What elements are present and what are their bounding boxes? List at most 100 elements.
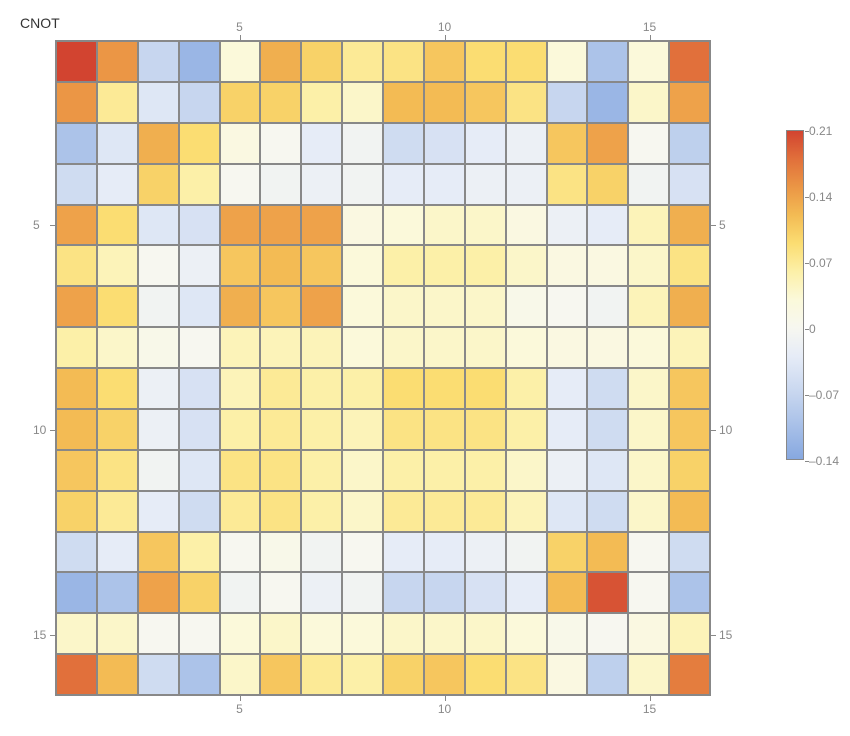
heatmap-cell — [465, 82, 506, 123]
heatmap-cell — [628, 491, 669, 532]
heatmap-cell — [465, 613, 506, 654]
heatmap-cell — [342, 409, 383, 450]
heatmap-cell — [56, 368, 97, 409]
heatmap-cell — [260, 82, 301, 123]
heatmap-cell — [383, 532, 424, 573]
heatmap-cell — [424, 450, 465, 491]
heatmap-cell — [383, 123, 424, 164]
heatmap-cell — [424, 286, 465, 327]
heatmap-cell — [547, 41, 588, 82]
heatmap-cell — [547, 327, 588, 368]
heatmap-cell — [179, 613, 220, 654]
heatmap-cell — [97, 491, 138, 532]
heatmap-cell — [628, 450, 669, 491]
legend-tick: 0 — [809, 322, 816, 336]
heatmap-cell — [138, 368, 179, 409]
heatmap-cell — [669, 654, 710, 695]
heatmap-cell — [56, 205, 97, 246]
heatmap-cell — [179, 491, 220, 532]
heatmap-cell — [220, 450, 261, 491]
heatmap-cell — [138, 205, 179, 246]
heatmap-cell — [669, 450, 710, 491]
heatmap-cell — [56, 450, 97, 491]
heatmap-cell — [97, 368, 138, 409]
heatmap-cell — [506, 164, 547, 205]
heatmap-cell — [383, 164, 424, 205]
heatmap-cell — [547, 572, 588, 613]
axis-tick-left: 5 — [33, 218, 40, 232]
heatmap-cell — [301, 123, 342, 164]
heatmap-cell — [56, 123, 97, 164]
heatmap-cell — [547, 82, 588, 123]
heatmap-cell — [220, 245, 261, 286]
heatmap-cell — [56, 245, 97, 286]
chart-title: CNOT — [20, 15, 60, 31]
heatmap-cell — [138, 532, 179, 573]
heatmap-cell — [547, 409, 588, 450]
heatmap-cell — [424, 532, 465, 573]
heatmap-cell — [424, 82, 465, 123]
heatmap-cell — [301, 205, 342, 246]
heatmap-cell — [506, 41, 547, 82]
heatmap-cell — [260, 41, 301, 82]
heatmap-cell — [424, 368, 465, 409]
heatmap-cell — [97, 654, 138, 695]
heatmap-cell — [547, 245, 588, 286]
heatmap-cell — [220, 572, 261, 613]
heatmap-cell — [301, 164, 342, 205]
heatmap-cell — [506, 245, 547, 286]
heatmap-cell — [301, 654, 342, 695]
heatmap-cell — [383, 572, 424, 613]
heatmap-cell — [465, 245, 506, 286]
heatmap-cell — [260, 205, 301, 246]
heatmap-cell — [220, 286, 261, 327]
heatmap-cell — [138, 82, 179, 123]
heatmap-cell — [138, 245, 179, 286]
heatmap-cell — [260, 409, 301, 450]
heatmap-cell — [301, 450, 342, 491]
heatmap-cell — [138, 164, 179, 205]
heatmap-cell — [97, 572, 138, 613]
axis-tick-left: 10 — [33, 423, 46, 437]
heatmap-cell — [179, 409, 220, 450]
heatmap-cell — [138, 41, 179, 82]
heatmap-cell — [587, 654, 628, 695]
heatmap-cell — [587, 450, 628, 491]
heatmap-cell — [56, 572, 97, 613]
heatmap-cell — [669, 327, 710, 368]
heatmap-cell — [669, 123, 710, 164]
heatmap-cell — [424, 41, 465, 82]
heatmap-cell — [138, 327, 179, 368]
axis-tick-bottom: 10 — [438, 702, 451, 716]
heatmap-cell — [547, 491, 588, 532]
heatmap-cell — [138, 491, 179, 532]
heatmap-cell — [669, 245, 710, 286]
heatmap-cell — [547, 450, 588, 491]
heatmap-cell — [383, 82, 424, 123]
heatmap-cell — [260, 164, 301, 205]
axis-tick-right: 10 — [719, 423, 732, 437]
heatmap-cell — [260, 286, 301, 327]
heatmap-cell — [506, 654, 547, 695]
heatmap-cell — [56, 654, 97, 695]
heatmap-cell — [342, 491, 383, 532]
heatmap-cell — [97, 286, 138, 327]
heatmap-cell — [97, 327, 138, 368]
heatmap-cell — [179, 286, 220, 327]
heatmap-cell — [628, 41, 669, 82]
legend-tick: –0.07 — [809, 388, 839, 402]
heatmap-cell — [342, 82, 383, 123]
heatmap-cell — [383, 286, 424, 327]
heatmap-cell — [220, 82, 261, 123]
heatmap-cell — [383, 368, 424, 409]
heatmap-cell — [56, 41, 97, 82]
color-legend: 0.210.140.070–0.07–0.14 — [786, 130, 804, 460]
heatmap-cell — [342, 286, 383, 327]
heatmap-cell — [424, 205, 465, 246]
heatmap-cell — [220, 327, 261, 368]
heatmap-cell — [342, 532, 383, 573]
heatmap-cell — [138, 123, 179, 164]
heatmap-cell — [342, 654, 383, 695]
axis-tick-bottom: 15 — [643, 702, 656, 716]
heatmap-cell — [506, 572, 547, 613]
